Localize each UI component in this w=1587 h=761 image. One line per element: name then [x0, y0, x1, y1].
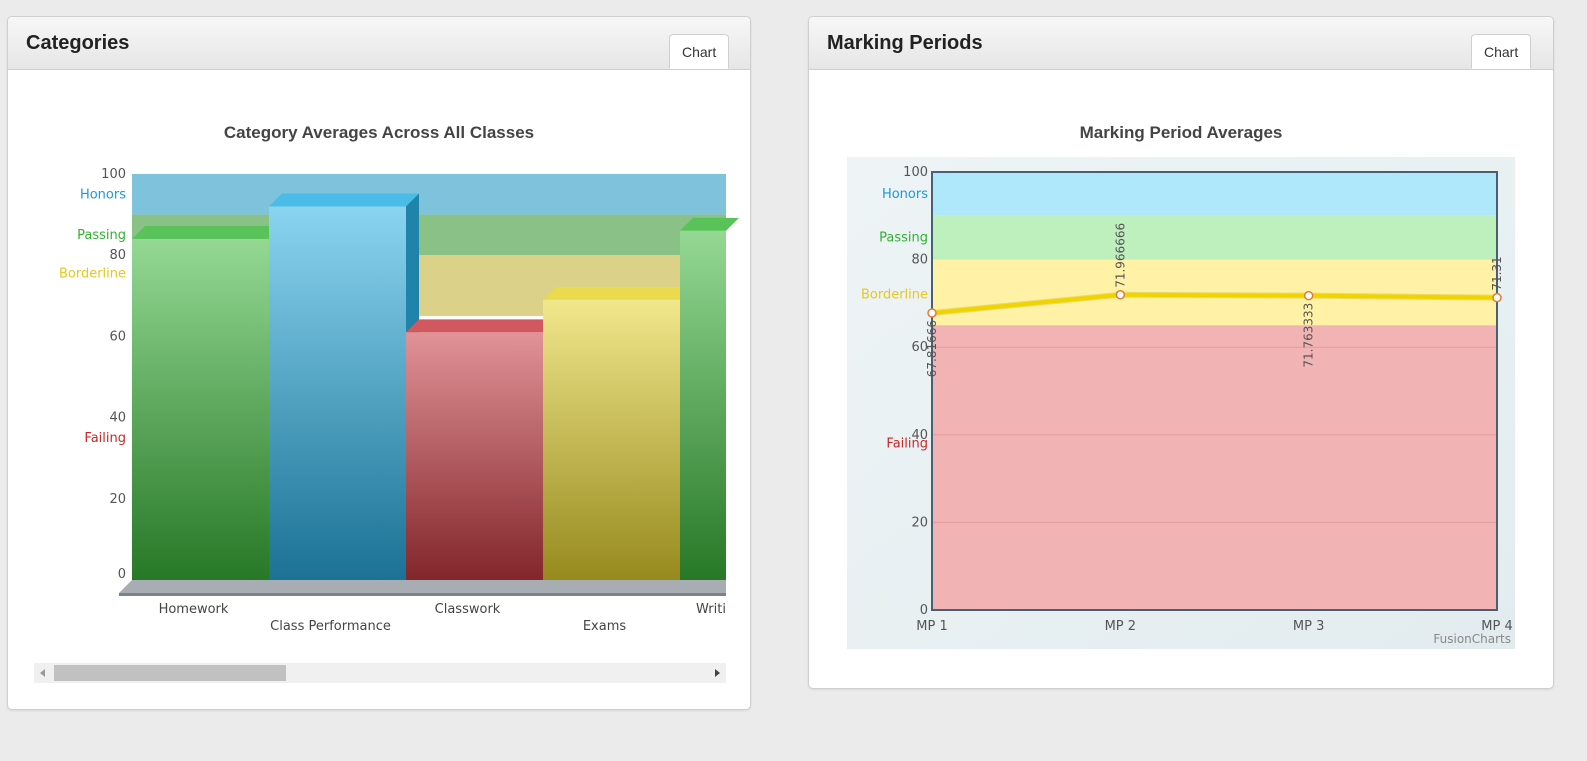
band-passing — [932, 215, 1497, 260]
band-borderline — [932, 259, 1497, 326]
chart-floor-edge — [119, 593, 726, 596]
marking-periods-panel-title: Marking Periods — [827, 32, 983, 54]
y-tick-label: 100 — [101, 167, 126, 182]
scroll-right-arrow-icon[interactable] — [715, 669, 720, 677]
category-label: Classwork — [435, 602, 501, 617]
bar-top-1 — [269, 193, 419, 207]
scroll-left-arrow-icon[interactable] — [40, 669, 45, 677]
categories-chart-tab[interactable]: Chart — [669, 34, 730, 69]
band-failing — [932, 325, 1497, 610]
y-tick-label: 60 — [911, 340, 928, 355]
bar-top-2 — [406, 319, 556, 333]
data-point — [1492, 292, 1502, 303]
x-tick-label: MP 1 — [916, 619, 947, 634]
data-point — [927, 308, 937, 318]
data-value-label: 71.966666 — [1113, 223, 1127, 288]
category-chart-title: Category Averages Across All Classes — [223, 123, 535, 142]
y-tick-label: 0 — [920, 603, 928, 618]
marking-periods-chart-tab[interactable]: Chart — [1471, 34, 1532, 69]
y-tick-label: 80 — [911, 253, 928, 268]
band-label-honors: Honors — [80, 187, 126, 202]
category-label: Class Performance — [270, 619, 391, 634]
data-value-label: 71.31 — [1490, 256, 1504, 290]
y-tick-label: 20 — [109, 492, 126, 507]
marking-period-chart-title: Marking Period Averages — [1079, 123, 1283, 142]
category-averages-chart: Honors Passing Borderline Failing 0 20 40 60 80 1… — [59, 167, 739, 634]
category-label: Writi — [696, 602, 726, 617]
y-tick-label: 0 — [118, 567, 126, 582]
plot-border — [931, 171, 1498, 611]
bar-top-4 — [680, 217, 739, 231]
chart-floor — [119, 580, 726, 593]
band-label-passing: Passing — [879, 231, 928, 246]
data-point — [1303, 290, 1314, 301]
band-label-honors: Honors — [882, 187, 928, 202]
marking-period-averages-chart: Honors Passing Borderline Failing 0 20 40 60 80 1… — [847, 157, 1515, 649]
bar-face-4 — [680, 230, 726, 580]
band-label-failing: Failing — [84, 431, 126, 446]
marking-periods-panel: Marking Periods Chart Marking Period Ave… — [808, 16, 1554, 689]
y-tick-label: 20 — [911, 515, 928, 530]
data-point — [1115, 290, 1126, 300]
x-tick-label: MP 2 — [1105, 619, 1136, 634]
band-label-borderline: Borderline — [861, 288, 928, 303]
y-tick-label: 40 — [911, 428, 928, 443]
data-value-label: 71.763333 — [1302, 303, 1316, 368]
series-line — [931, 292, 1498, 315]
band-honors — [132, 174, 726, 215]
y-tick-label: 40 — [109, 411, 126, 426]
categories-panel: Categories Chart Category Averages Acros… — [7, 16, 751, 710]
band-label-borderline: Borderline — [59, 266, 126, 281]
band-honors — [932, 172, 1497, 216]
category-label: Exams — [583, 619, 627, 634]
categories-panel-header: Categories Chart — [8, 17, 750, 70]
bar-top-3 — [543, 286, 693, 300]
scroll-thumb[interactable] — [54, 665, 286, 681]
data-value-label: 67.81666 — [925, 320, 939, 377]
bar-face-3 — [543, 299, 680, 580]
categories-panel-title: Categories — [26, 32, 130, 54]
category-label: Homework — [159, 602, 229, 617]
y-tick-label: 60 — [109, 329, 126, 344]
x-tick-label: MP 3 — [1293, 619, 1324, 634]
chart-horizontal-scrollbar[interactable] — [34, 663, 726, 683]
bar-face-0 — [132, 238, 269, 580]
bar-face-1 — [269, 206, 406, 581]
bar-face-2 — [406, 332, 543, 580]
y-tick-label: 80 — [109, 248, 126, 263]
band-label-passing: Passing — [77, 228, 126, 243]
chart-credit: FusionCharts — [1433, 632, 1511, 646]
y-tick-label: 100 — [903, 165, 928, 180]
bar-top-0 — [132, 225, 282, 239]
marking-periods-panel-header: Marking Periods Chart — [809, 17, 1553, 70]
x-tick-label: MP 4 — [1481, 619, 1512, 634]
band-label-failing: Failing — [886, 437, 928, 452]
